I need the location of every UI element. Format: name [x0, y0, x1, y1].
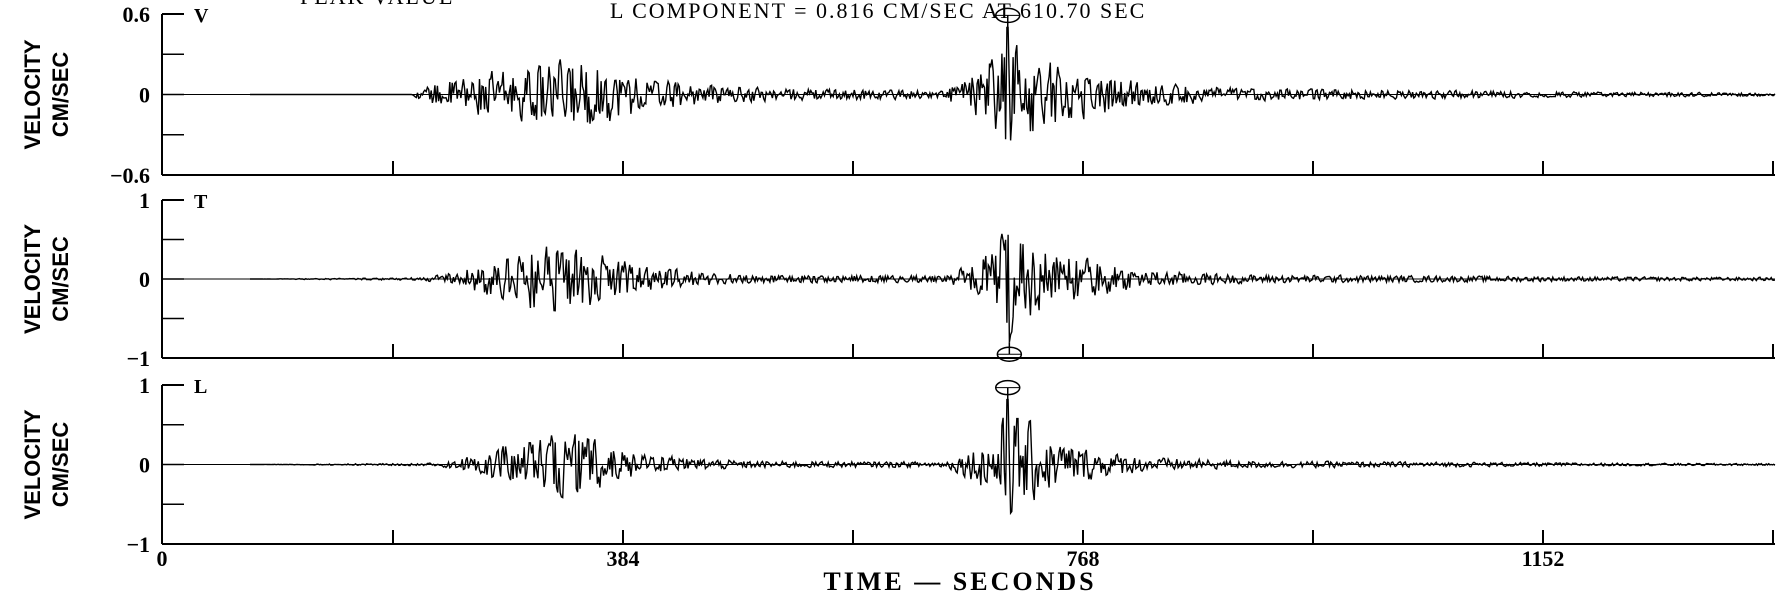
- header-peak-value: PEAK VALUE: [300, 0, 454, 9]
- panel-v-component: 0.6 0 −0.6 V VELOCITY CM/SEC: [20, 2, 1776, 188]
- y-tick-label: 1: [139, 188, 150, 213]
- y-axis-label: VELOCITY: [20, 409, 45, 519]
- waveform-trace: [250, 26, 1776, 141]
- y-tick-label: 1: [139, 373, 150, 398]
- y-tick-label: 0: [139, 453, 150, 478]
- y-tick-label: 0: [139, 83, 150, 108]
- component-label: T: [194, 191, 208, 213]
- component-label: V: [194, 5, 209, 27]
- x-tick-label: 384: [607, 546, 640, 571]
- y-tick-label: −1: [126, 346, 150, 371]
- y-tick-label: 0: [139, 267, 150, 292]
- x-tick-label: 0: [157, 546, 168, 571]
- y-axis-label: VELOCITY: [20, 224, 45, 334]
- y-tick-label: 0.6: [123, 2, 151, 27]
- y-tick-label: −1: [126, 532, 150, 557]
- panel-l-component: 1 0 −1 L VELOCITY CM/SEC: [20, 373, 1776, 557]
- x-tick-label: 1152: [1522, 546, 1565, 571]
- waveform-trace: [250, 233, 1775, 343]
- y-tick-label: −0.6: [110, 163, 150, 188]
- component-label: L: [194, 376, 207, 398]
- header-peak-line: L COMPONENT = 0.816 CM/SEC AT 610.70 SEC: [610, 0, 1146, 23]
- time-axis: 0 384 768 1152: [157, 546, 1565, 571]
- panel-t-component: 1 0 −1 T VELOCITY CM/SEC: [20, 188, 1775, 371]
- x-tick-label: 768: [1067, 546, 1100, 571]
- waveform-trace: [250, 398, 1776, 516]
- y-axis-label: VELOCITY: [20, 39, 45, 149]
- y-axis-label-units: CM/SEC: [48, 236, 73, 322]
- y-axis-label-units: CM/SEC: [48, 52, 73, 138]
- y-axis-label-units: CM/SEC: [48, 422, 73, 508]
- x-axis-label: TIME — SECONDS: [823, 567, 1096, 596]
